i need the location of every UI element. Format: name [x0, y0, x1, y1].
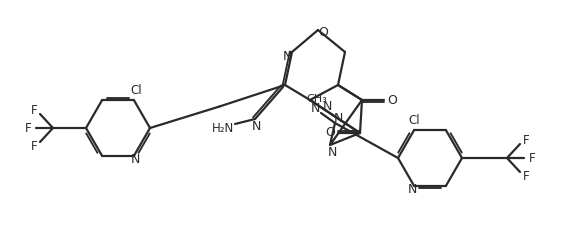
- Text: N: N: [323, 101, 332, 114]
- Text: F: F: [529, 151, 536, 165]
- Text: O: O: [325, 126, 335, 140]
- Text: O: O: [318, 25, 328, 39]
- Text: F: F: [523, 133, 529, 146]
- Text: N: N: [333, 111, 343, 124]
- Text: H₂N: H₂N: [212, 121, 234, 135]
- Text: N: N: [130, 153, 140, 166]
- Text: N: N: [407, 183, 416, 196]
- Text: Cl: Cl: [130, 84, 142, 97]
- Text: F: F: [25, 121, 31, 135]
- Text: N: N: [310, 101, 320, 114]
- Text: F: F: [523, 170, 529, 183]
- Text: CH₃: CH₃: [307, 94, 328, 104]
- Text: N: N: [282, 49, 292, 62]
- Text: N: N: [251, 119, 261, 133]
- Text: F: F: [31, 140, 37, 153]
- Text: O: O: [387, 94, 397, 106]
- Text: Cl: Cl: [408, 114, 420, 127]
- Text: F: F: [31, 104, 37, 116]
- Text: N: N: [327, 146, 337, 158]
